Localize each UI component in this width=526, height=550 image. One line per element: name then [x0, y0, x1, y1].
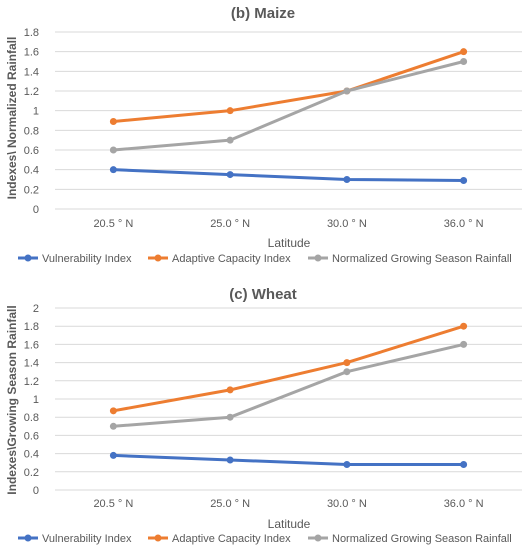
legend-marker: [154, 534, 162, 542]
series-line-vulnerability-index: [111, 168, 466, 182]
data-point: [109, 451, 117, 459]
data-point: [109, 407, 117, 415]
x-tick-labels: 20.5 ° N 25.0 ° N 30.0 ° N 36.0 ° N: [93, 498, 483, 510]
data-point: [226, 136, 234, 144]
legend-marker: [154, 254, 162, 262]
data-point: [460, 176, 468, 184]
legend: Vulnerability Index Adaptive Capacity Ind…: [18, 533, 512, 545]
wheat-chart: (c) Wheat Indexes\Growing Season Rainfal…: [5, 286, 522, 545]
y-tick-label: 1.8: [24, 321, 39, 333]
legend-label: Vulnerability Index: [42, 533, 132, 545]
y-tick-label: 0.8: [24, 125, 39, 137]
data-point: [226, 413, 234, 421]
y-tick-label: 1.4: [24, 66, 39, 78]
legend-marker: [24, 534, 32, 542]
y-tick-label: 1.2: [24, 376, 39, 388]
series-line-normalized-growing-season-rainfall: [111, 60, 466, 152]
data-point: [226, 386, 234, 394]
x-tick-label: 30.0 ° N: [327, 218, 367, 230]
legend-label: Normalized Growing Season Rainfall: [332, 253, 512, 265]
data-point: [343, 87, 351, 95]
x-tick-label: 36.0 ° N: [444, 498, 484, 510]
data-point: [343, 368, 351, 376]
y-tick-labels: 0 0.2 0.4 0.6 0.8 1 1.2 1.4 1.6 1.8: [24, 27, 39, 216]
chart-title: (b) Maize: [231, 5, 295, 22]
y-tick-label: 2: [33, 303, 39, 315]
legend-label: Normalized Growing Season Rainfall: [332, 533, 512, 545]
y-tick-label: 0.4: [24, 449, 39, 461]
y-tick-label: 1.2: [24, 86, 39, 98]
y-tick-label: 0.2: [24, 467, 39, 479]
x-tick-label: 20.5 ° N: [93, 498, 133, 510]
data-point: [343, 359, 351, 367]
legend-label: Adaptive Capacity Index: [172, 253, 291, 265]
legend-label: Vulnerability Index: [42, 253, 132, 265]
data-point: [343, 176, 351, 183]
x-axis-label: Latitude: [268, 236, 311, 250]
y-tick-label: 0: [33, 485, 39, 497]
y-tick-label: 0.4: [24, 165, 39, 177]
data-point: [226, 107, 234, 115]
data-point: [226, 456, 234, 464]
data-point: [460, 461, 468, 469]
series-lines: [109, 48, 468, 184]
data-point: [460, 340, 468, 348]
y-tick-label: 1.8: [24, 27, 39, 39]
data-point: [460, 58, 468, 65]
y-axis-label: Indexes\ Normalized Rainfall: [5, 37, 19, 200]
chart-title: (c) Wheat: [229, 286, 297, 303]
x-tick-label: 20.5 ° N: [93, 218, 133, 230]
y-tick-label: 1: [33, 394, 39, 406]
series-line-adaptive-capacity-index: [111, 324, 466, 413]
series-line-adaptive-capacity-index: [111, 50, 466, 123]
gridlines: [55, 307, 522, 491]
x-tick-labels: 20.5 ° N 25.0 ° N 30.0 ° N 36.0 ° N: [93, 218, 483, 230]
y-tick-labels: 0 0.2 0.4 0.6 0.8 1 1.2 1.4 1.6 1.8 2: [24, 303, 39, 497]
y-tick-label: 0.6: [24, 145, 39, 157]
x-axis-label: Latitude: [268, 517, 311, 531]
y-tick-label: 0.2: [24, 184, 39, 196]
data-point: [226, 171, 234, 179]
series-line-vulnerability-index: [111, 453, 466, 467]
data-point: [460, 48, 468, 56]
data-point: [343, 461, 351, 469]
series-lines: [109, 322, 468, 469]
y-tick-label: 0: [33, 204, 39, 216]
y-tick-label: 1: [33, 106, 39, 118]
data-point: [109, 166, 117, 174]
legend-label: Adaptive Capacity Index: [172, 533, 291, 545]
y-tick-label: 0.6: [24, 430, 39, 442]
y-tick-label: 1.4: [24, 358, 39, 370]
y-tick-label: 0.8: [24, 412, 39, 424]
data-point: [460, 322, 468, 330]
legend-marker: [314, 254, 322, 262]
x-tick-label: 30.0 ° N: [327, 498, 367, 510]
y-axis-label: Indexes\Growing Season Rainfall: [5, 305, 19, 494]
x-tick-label: 36.0 ° N: [444, 218, 484, 230]
series-line-normalized-growing-season-rainfall: [111, 342, 466, 428]
x-tick-label: 25.0 ° N: [210, 498, 250, 510]
data-point: [109, 422, 117, 430]
data-point: [109, 146, 117, 154]
y-tick-label: 1.6: [24, 339, 39, 351]
data-point: [109, 117, 117, 125]
legend-marker: [314, 534, 322, 542]
y-tick-label: 1.6: [24, 47, 39, 59]
maize-chart: (b) Maize Indexes\ Normalized Rainfall L…: [5, 5, 522, 265]
legend: Vulnerability Index Adaptive Capacity Ind…: [18, 253, 512, 265]
x-tick-label: 25.0 ° N: [210, 218, 250, 230]
legend-marker: [24, 254, 32, 262]
